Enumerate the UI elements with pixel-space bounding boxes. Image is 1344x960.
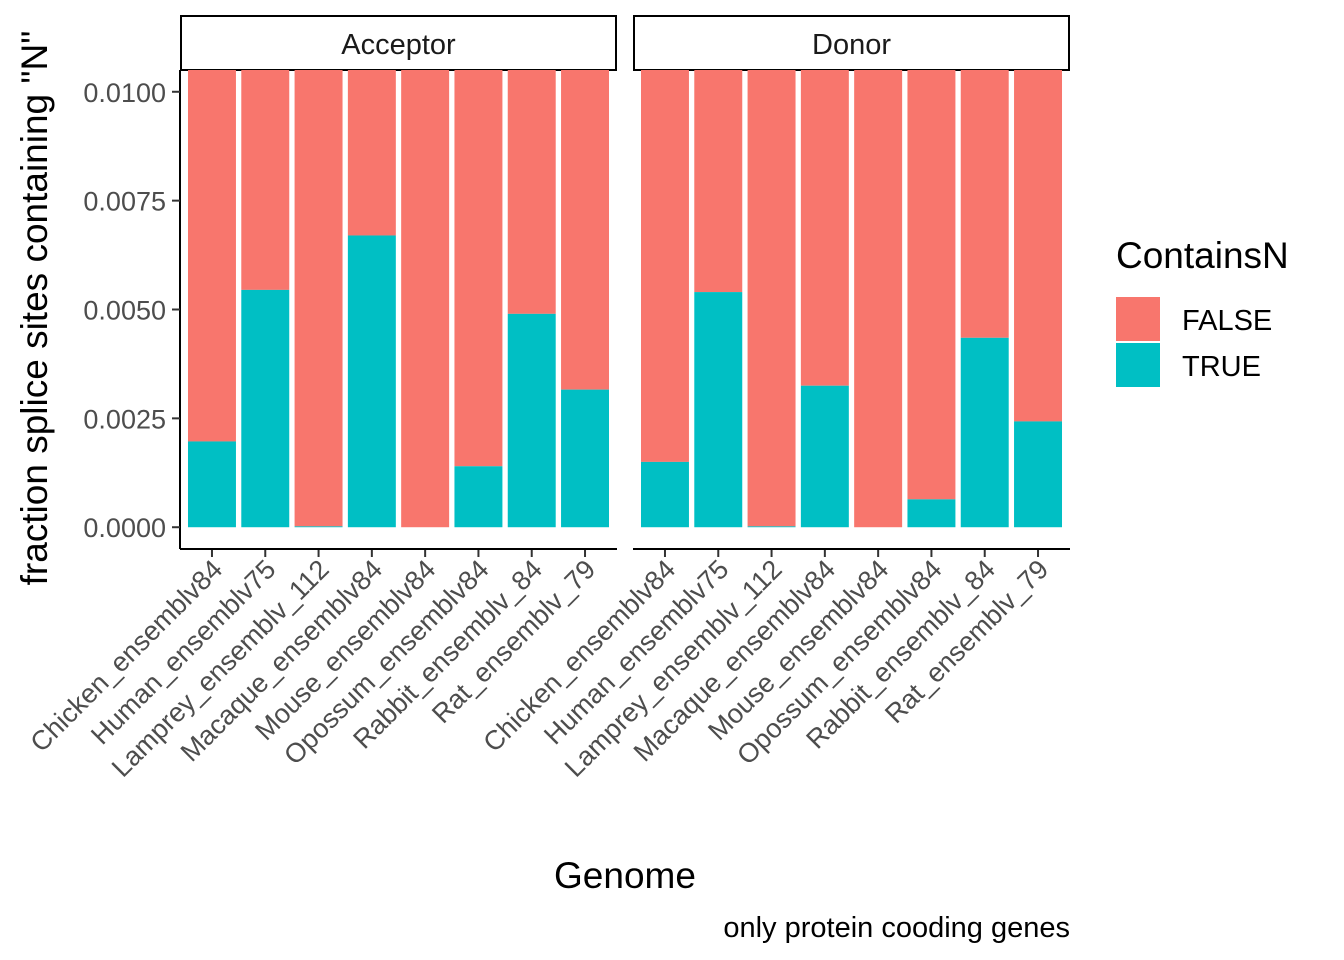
y-tick-label: 0.0100 — [83, 78, 166, 108]
legend-label: FALSE — [1182, 305, 1272, 337]
facet-strip — [633, 15, 1070, 71]
bar-false-Mouse_ensemblv84 — [401, 70, 450, 528]
x-axis-title: Genome — [554, 855, 696, 896]
bar-false-Lamprey_ensemblv_112 — [294, 70, 343, 527]
bar-true-Macaque_ensemblv84 — [347, 235, 396, 528]
facet-strip — [180, 15, 617, 71]
legend: ContainsN FALSE TRUE — [1116, 235, 1289, 387]
bar-true-Chicken_ensemblv84 — [640, 461, 689, 528]
bar-false-Rabbit_ensemblv_84 — [960, 70, 1009, 338]
bar-true-Rabbit_ensemblv_84 — [507, 313, 556, 528]
y-tick-label: 0.0000 — [83, 513, 166, 543]
y-tick-label: 0.0075 — [83, 187, 166, 217]
bar-true-Rat_ensemblv_79 — [1014, 421, 1063, 528]
legend-title: ContainsN — [1116, 235, 1289, 276]
bar-false-Rabbit_ensemblv_84 — [507, 70, 556, 314]
legend-key-false — [1116, 297, 1160, 341]
bar-true-Macaque_ensemblv84 — [800, 385, 849, 528]
bar-false-Lamprey_ensemblv_112 — [747, 70, 796, 527]
bar-true-Rabbit_ensemblv_84 — [960, 337, 1009, 528]
bar-false-Opossum_ensemblv84 — [454, 70, 503, 467]
facet-panel-acceptor: AcceptorChicken_ensemblv84Human_ensemblv… — [24, 15, 617, 783]
bar-true-Opossum_ensemblv84 — [454, 466, 503, 528]
bar-false-Chicken_ensemblv84 — [187, 70, 236, 442]
bar-false-Chicken_ensemblv84 — [640, 70, 689, 462]
bar-false-Macaque_ensemblv84 — [347, 70, 396, 236]
bar-true-Rat_ensemblv_79 — [561, 389, 610, 528]
y-tick-label: 0.0025 — [83, 404, 166, 434]
bar-true-Lamprey_ensemblv_112 — [747, 526, 796, 528]
y-tick-label: 0.0050 — [83, 296, 166, 326]
chart-caption: only protein cooding genes — [723, 912, 1070, 944]
bar-true-Opossum_ensemblv84 — [907, 499, 956, 528]
bar-false-Macaque_ensemblv84 — [800, 70, 849, 386]
bar-true-Human_ensemblv75 — [694, 292, 743, 528]
facet-strip-label: Donor — [812, 29, 891, 61]
legend-label: TRUE — [1182, 351, 1261, 383]
legend-key-true — [1116, 343, 1160, 387]
facet-strip-label: Acceptor — [341, 29, 456, 61]
bar-true-Lamprey_ensemblv_112 — [294, 526, 343, 528]
y-axis: 0.0000 0.0025 0.0050 0.0075 0.0100 — [83, 70, 181, 549]
facet-panels: AcceptorChicken_ensemblv84Human_ensemblv… — [24, 15, 1070, 783]
bar-false-Opossum_ensemblv84 — [907, 70, 956, 500]
bar-false-Rat_ensemblv_79 — [1014, 70, 1063, 422]
bar-false-Rat_ensemblv_79 — [561, 70, 610, 390]
bar-true-Chicken_ensemblv84 — [187, 441, 236, 528]
legend-items: FALSE TRUE — [1116, 297, 1272, 387]
bar-false-Human_ensemblv75 — [694, 70, 743, 293]
bar-true-Human_ensemblv75 — [241, 289, 290, 528]
y-axis-title: fraction splice sites containing "N" — [14, 31, 55, 586]
bar-false-Mouse_ensemblv84 — [854, 70, 903, 528]
bar-false-Human_ensemblv75 — [241, 70, 290, 290]
